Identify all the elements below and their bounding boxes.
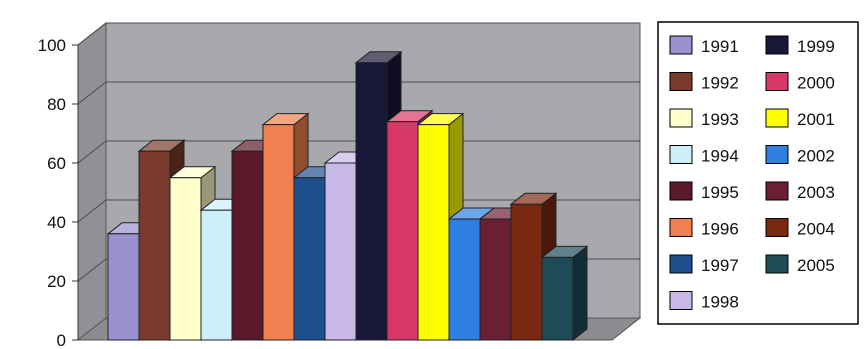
legend-item-1994: 1994 — [669, 145, 739, 166]
legend-swatch — [765, 254, 789, 274]
legend-item-1995: 1995 — [669, 181, 739, 202]
legend-label: 2001 — [797, 110, 835, 129]
legend-swatch — [669, 291, 693, 310]
bar-front — [107, 233, 140, 341]
legend-swatch — [765, 181, 789, 201]
bar-front — [355, 62, 388, 341]
legend-item-1998: 1998 — [669, 291, 739, 312]
legend-swatch — [669, 181, 693, 201]
bar-front — [510, 203, 543, 341]
y-axis: 0 20 40 60 80 100 — [38, 36, 79, 349]
y-tick-label: 60 — [47, 154, 66, 173]
y-tick-label: 20 — [47, 272, 66, 291]
bar-front — [386, 121, 419, 341]
legend-label: 1996 — [701, 220, 739, 239]
legend-item-1999: 1999 — [765, 35, 835, 56]
bar-front — [479, 218, 512, 341]
legend-label: 1993 — [701, 110, 739, 129]
legend-swatch — [669, 72, 693, 91]
legend-swatch — [669, 145, 693, 164]
plot-side-wall — [77, 21, 107, 342]
bar-front — [262, 124, 295, 341]
legend-label: 1994 — [701, 147, 739, 166]
y-tick-label: 80 — [47, 95, 66, 114]
bar-front — [293, 177, 326, 341]
bar-front — [541, 256, 574, 341]
legend-swatch — [669, 254, 693, 274]
y-tick-label: 100 — [38, 36, 66, 55]
legend-label: 2005 — [797, 256, 835, 275]
legend-swatch — [669, 108, 693, 128]
legend-item-2005: 2005 — [765, 254, 835, 275]
legend-swatch — [765, 218, 789, 237]
bars — [106, 50, 589, 342]
bar-2005 — [540, 245, 589, 342]
bar-front — [324, 162, 357, 341]
bar-front — [231, 150, 264, 341]
bar-front — [448, 218, 481, 341]
legend-item-1991: 1991 — [669, 35, 739, 56]
bar-front — [200, 209, 233, 341]
legend-label: 2000 — [797, 74, 835, 93]
legend-label: 1992 — [701, 74, 739, 93]
legend-swatch — [669, 35, 693, 55]
legend-item-1996: 1996 — [669, 218, 739, 239]
bar-front — [417, 124, 450, 341]
legend-item-2001: 2001 — [765, 108, 835, 129]
legend-item-2003: 2003 — [765, 181, 835, 202]
legend-swatch — [669, 218, 693, 237]
legend-label: 1997 — [701, 256, 739, 275]
legend-item-2000: 2000 — [765, 72, 835, 93]
legend: 1991 1992 1993 1994 1995 1996 1997 1998 1999 2000… — [657, 21, 859, 325]
legend-label: 1999 — [797, 37, 835, 56]
legend-swatch — [765, 108, 789, 128]
legend-item-2004: 2004 — [765, 218, 835, 239]
legend-item-2002: 2002 — [765, 145, 835, 166]
y-tick-label: 40 — [47, 213, 66, 232]
bar-side — [572, 245, 588, 342]
legend-label: 1998 — [701, 293, 739, 312]
legend-item-1993: 1993 — [669, 108, 739, 129]
legend-label: 1991 — [701, 37, 739, 56]
gridline — [77, 81, 640, 105]
bar-front — [169, 177, 202, 341]
legend-item-1997: 1997 — [669, 254, 739, 275]
legend-swatch — [765, 145, 789, 164]
legend-item-1992: 1992 — [669, 72, 739, 93]
legend-label: 1995 — [701, 183, 739, 202]
y-tick-label: 0 — [57, 331, 66, 349]
legend-label: 2003 — [797, 183, 835, 202]
legend-label: 2004 — [797, 220, 835, 239]
gridline — [77, 22, 640, 46]
legend-box — [657, 21, 859, 325]
legend-swatch — [765, 72, 789, 91]
legend-label: 2002 — [797, 147, 835, 166]
legend-swatch — [765, 35, 789, 55]
bar-front — [138, 150, 171, 341]
